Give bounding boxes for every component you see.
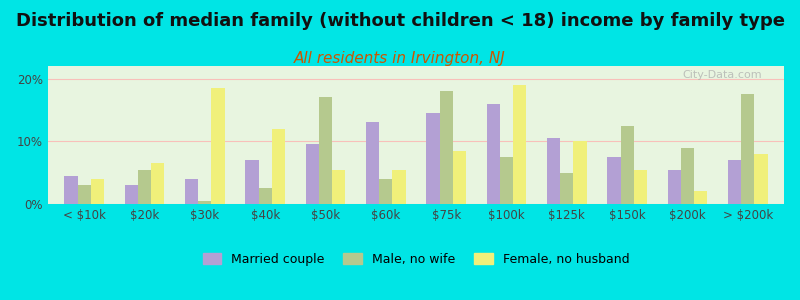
Bar <box>667 169 681 204</box>
Bar <box>574 141 586 204</box>
Bar <box>319 98 332 204</box>
Bar <box>560 172 574 204</box>
Bar <box>185 179 198 204</box>
Bar <box>728 160 741 204</box>
Bar <box>426 113 439 204</box>
Bar <box>547 138 560 204</box>
Bar <box>500 157 513 204</box>
Bar <box>513 85 526 204</box>
Bar <box>607 157 621 204</box>
Bar <box>151 163 165 204</box>
Bar <box>246 160 258 204</box>
Bar <box>91 179 104 204</box>
Bar <box>681 148 694 204</box>
Text: All residents in Irvington, NJ: All residents in Irvington, NJ <box>294 51 506 66</box>
Bar <box>621 126 634 204</box>
Bar <box>258 188 272 204</box>
Text: City-Data.com: City-Data.com <box>682 70 762 80</box>
Text: Distribution of median family (without children < 18) income by family type: Distribution of median family (without c… <box>15 12 785 30</box>
Bar <box>453 151 466 204</box>
Bar <box>393 169 406 204</box>
Bar <box>439 91 453 204</box>
Bar <box>64 176 78 204</box>
Bar <box>741 94 754 204</box>
Bar <box>486 103 500 204</box>
Bar <box>306 144 319 204</box>
Bar <box>125 185 138 204</box>
Bar <box>78 185 91 204</box>
Bar <box>211 88 225 204</box>
Bar <box>198 201 211 204</box>
Legend: Married couple, Male, no wife, Female, no husband: Married couple, Male, no wife, Female, n… <box>198 249 634 269</box>
Bar <box>332 169 346 204</box>
Bar <box>366 122 379 204</box>
Bar <box>694 191 707 204</box>
Bar <box>272 129 285 204</box>
Bar <box>754 154 768 204</box>
Bar <box>634 169 647 204</box>
Bar <box>379 179 393 204</box>
Bar <box>138 169 151 204</box>
